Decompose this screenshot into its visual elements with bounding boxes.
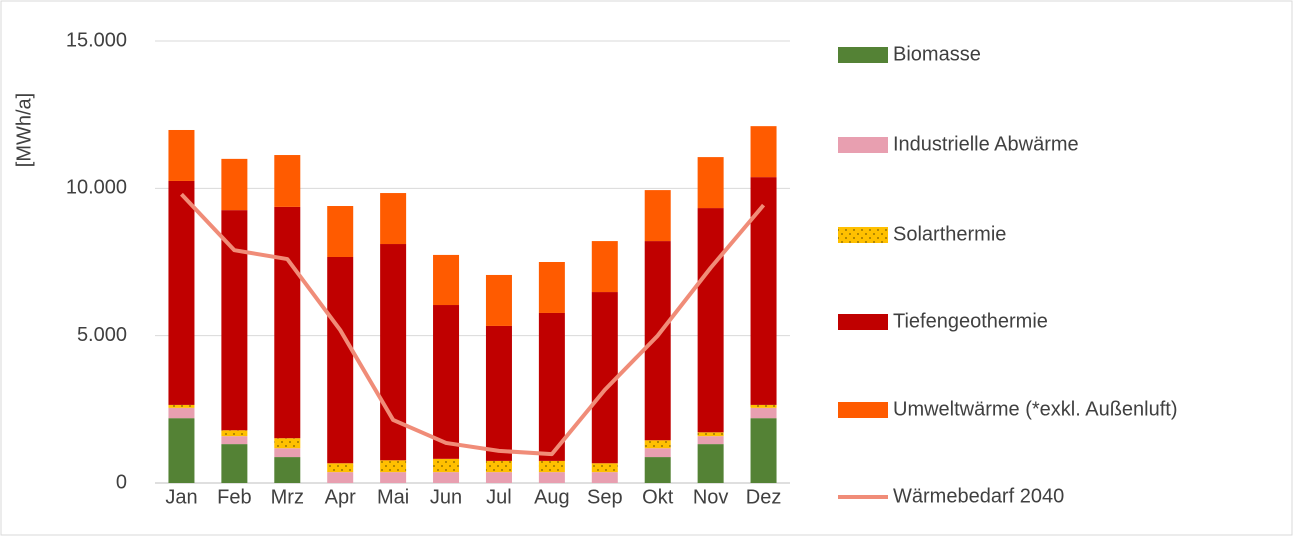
bar-segment bbox=[591, 241, 618, 293]
bar-segment bbox=[380, 460, 407, 473]
bar-segment bbox=[644, 457, 671, 483]
bar-segment bbox=[380, 193, 407, 245]
bar-segment bbox=[644, 190, 671, 242]
bar-segment bbox=[274, 438, 301, 449]
legend-label: Wärmebedarf 2040 bbox=[893, 485, 1064, 507]
bar-segment bbox=[327, 206, 354, 257]
bar-segment bbox=[274, 155, 301, 207]
bar-segment bbox=[274, 206, 301, 439]
x-tick-label: Sep bbox=[587, 486, 623, 508]
bar-segment bbox=[591, 472, 618, 483]
bar-segment bbox=[433, 254, 460, 306]
bar-segment bbox=[591, 463, 618, 473]
x-tick-label: Jul bbox=[486, 486, 512, 508]
legend-label: Umweltwärme (*exkl. Außenluft) bbox=[893, 398, 1178, 420]
bar-segment bbox=[591, 292, 618, 464]
y-axis-label: [MWh/a] bbox=[13, 93, 35, 167]
bar-segment bbox=[274, 457, 301, 483]
x-tick-label: Jun bbox=[430, 486, 462, 508]
bar-segment bbox=[221, 444, 248, 483]
x-tick-label: Mrz bbox=[271, 486, 304, 508]
bar-segment bbox=[274, 448, 301, 458]
bar-segment bbox=[433, 472, 460, 483]
legend-label: Tiefengeothermie bbox=[893, 310, 1048, 332]
line-series bbox=[180, 192, 766, 457]
x-tick-label: Okt bbox=[642, 486, 674, 508]
legend-label: Solarthermie bbox=[893, 223, 1006, 245]
bar-segment bbox=[538, 262, 565, 313]
bar-segment bbox=[168, 407, 195, 419]
x-tick-label: Feb bbox=[217, 486, 251, 508]
bar-segment bbox=[538, 460, 565, 473]
bar-segment bbox=[750, 126, 777, 178]
bar-segment bbox=[380, 472, 407, 483]
bar-segment bbox=[221, 436, 248, 445]
x-tick-label: Dez bbox=[746, 486, 782, 508]
bar-segment bbox=[168, 129, 195, 181]
bar-segment bbox=[221, 158, 248, 211]
bar-segment bbox=[538, 472, 565, 483]
bar-segment bbox=[380, 244, 407, 461]
bar-segment bbox=[221, 430, 248, 437]
x-tick-label: Aug bbox=[534, 486, 570, 508]
legend-label: Industrielle Abwärme bbox=[893, 133, 1079, 155]
legend-swatch bbox=[838, 314, 888, 330]
bar-segment bbox=[168, 180, 195, 405]
legend-swatch bbox=[838, 227, 888, 243]
x-tick-label: Jan bbox=[165, 486, 197, 508]
bar-segment bbox=[485, 472, 512, 483]
bar-segment bbox=[327, 256, 354, 464]
y-tick-label: 15.000 bbox=[66, 29, 127, 51]
x-tick-label: Mai bbox=[377, 486, 409, 508]
legend-swatch bbox=[838, 402, 888, 418]
bar-segment bbox=[485, 274, 512, 326]
legend-label: Biomasse bbox=[893, 43, 981, 65]
legend-swatch bbox=[838, 47, 888, 63]
bar-segment bbox=[327, 472, 354, 483]
bar-segment bbox=[644, 448, 671, 458]
bar-segment bbox=[538, 312, 565, 461]
bar-segment bbox=[433, 305, 460, 459]
bar-segment bbox=[697, 432, 724, 437]
bar-segment bbox=[168, 418, 195, 483]
bar-segment bbox=[697, 208, 724, 433]
bar-segment bbox=[750, 177, 777, 405]
bar-segment bbox=[644, 440, 671, 449]
bar-segment bbox=[485, 325, 512, 461]
bar-segment bbox=[433, 458, 460, 473]
bar-segment bbox=[168, 404, 195, 408]
bar-segment bbox=[697, 157, 724, 209]
bar-segment bbox=[697, 436, 724, 445]
bar-segment bbox=[327, 463, 354, 473]
y-tick-label: 5.000 bbox=[77, 324, 127, 346]
bar-segment bbox=[221, 210, 248, 431]
bar-segment bbox=[697, 444, 724, 483]
bar-segment bbox=[644, 241, 671, 441]
legend-swatch bbox=[838, 137, 888, 153]
x-tick-label: Nov bbox=[693, 486, 729, 508]
y-tick-label: 0 bbox=[116, 471, 127, 493]
bar-segment bbox=[750, 404, 777, 408]
bar-segment bbox=[485, 460, 512, 473]
y-tick-label: 10.000 bbox=[66, 177, 127, 199]
x-tick-label: Apr bbox=[325, 486, 356, 508]
bar-segment bbox=[750, 407, 777, 419]
bar-segment bbox=[750, 418, 777, 483]
